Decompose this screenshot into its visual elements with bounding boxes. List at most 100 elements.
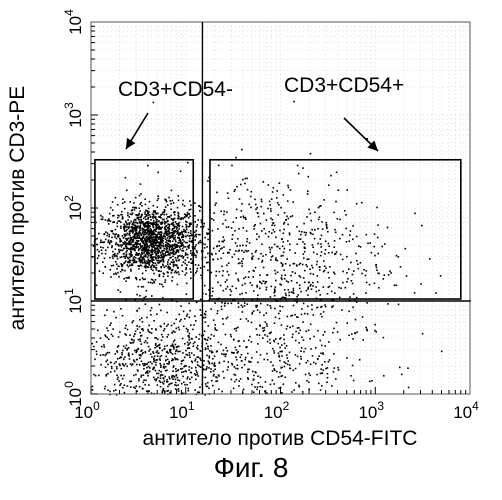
data-point xyxy=(161,238,163,240)
data-point xyxy=(262,327,264,329)
data-point xyxy=(135,277,137,279)
data-point xyxy=(123,248,125,250)
data-point xyxy=(171,377,173,379)
data-point xyxy=(284,343,286,345)
data-point xyxy=(338,369,340,371)
data-point xyxy=(309,375,311,377)
data-point xyxy=(196,302,198,304)
data-point xyxy=(169,235,171,237)
data-point xyxy=(218,388,220,390)
data-point xyxy=(325,306,327,308)
data-point xyxy=(374,330,376,332)
data-point xyxy=(225,334,227,336)
data-point xyxy=(356,203,358,205)
data-point xyxy=(186,328,188,330)
data-point xyxy=(167,204,169,206)
data-point xyxy=(261,244,263,246)
data-point xyxy=(155,343,157,345)
data-point xyxy=(139,195,141,197)
data-point xyxy=(304,248,306,250)
data-point xyxy=(371,252,373,254)
data-point xyxy=(131,322,133,324)
data-point xyxy=(405,248,407,250)
data-point xyxy=(131,210,133,212)
data-point xyxy=(299,231,301,233)
data-point xyxy=(95,375,97,377)
data-point xyxy=(221,309,223,311)
data-point xyxy=(162,392,164,394)
data-point xyxy=(227,317,229,319)
data-point xyxy=(203,223,205,225)
data-point xyxy=(355,333,357,335)
data-point xyxy=(208,325,210,327)
data-point xyxy=(287,357,289,359)
data-point xyxy=(347,278,349,280)
data-point xyxy=(153,367,155,369)
data-point xyxy=(140,183,142,185)
data-point xyxy=(166,218,168,220)
data-point xyxy=(133,222,135,224)
data-point xyxy=(126,366,128,368)
data-point xyxy=(213,375,215,377)
data-point xyxy=(303,277,305,279)
data-point xyxy=(147,250,149,252)
data-point xyxy=(285,219,287,221)
data-point xyxy=(330,175,332,177)
data-point xyxy=(123,375,125,377)
data-point xyxy=(396,285,398,287)
data-point xyxy=(160,374,162,376)
data-point xyxy=(271,286,273,288)
data-point xyxy=(304,270,306,272)
data-point xyxy=(134,262,136,264)
data-point xyxy=(188,303,190,305)
data-point xyxy=(154,337,156,339)
data-point xyxy=(155,231,157,233)
data-point xyxy=(120,239,122,241)
x-tick-label: 103 xyxy=(358,399,384,422)
data-point xyxy=(129,235,131,237)
data-point xyxy=(272,255,274,257)
data-point xyxy=(161,245,163,247)
data-point xyxy=(282,306,284,308)
data-point xyxy=(211,295,213,297)
data-point xyxy=(212,358,214,360)
data-point xyxy=(157,232,159,234)
data-point xyxy=(101,253,103,255)
data-point xyxy=(356,260,358,262)
data-point xyxy=(321,221,323,223)
data-point xyxy=(248,271,250,273)
data-point xyxy=(216,271,218,273)
data-point xyxy=(257,309,259,311)
data-point xyxy=(234,230,236,232)
data-point xyxy=(146,367,148,369)
data-point xyxy=(102,216,104,218)
data-point xyxy=(162,350,164,352)
data-point xyxy=(203,364,205,366)
data-point xyxy=(245,276,247,278)
data-point xyxy=(326,228,328,230)
data-point xyxy=(147,251,149,253)
data-point xyxy=(315,347,317,349)
data-point xyxy=(198,205,200,207)
data-point xyxy=(189,354,191,356)
data-point xyxy=(141,249,143,251)
data-point xyxy=(306,331,308,333)
data-point xyxy=(188,335,190,337)
data-point xyxy=(160,310,162,312)
data-point xyxy=(108,218,110,220)
data-point xyxy=(165,251,167,253)
data-point xyxy=(255,204,257,206)
data-point xyxy=(310,363,312,365)
data-point xyxy=(342,259,344,261)
data-point xyxy=(284,347,286,349)
data-point xyxy=(115,389,117,391)
data-point xyxy=(155,254,157,256)
data-point xyxy=(117,258,119,260)
data-point xyxy=(389,270,391,272)
data-point xyxy=(207,262,209,264)
data-point xyxy=(143,286,145,288)
data-point xyxy=(174,214,176,216)
data-point xyxy=(213,319,215,321)
data-point xyxy=(249,242,251,244)
data-point xyxy=(160,366,162,368)
